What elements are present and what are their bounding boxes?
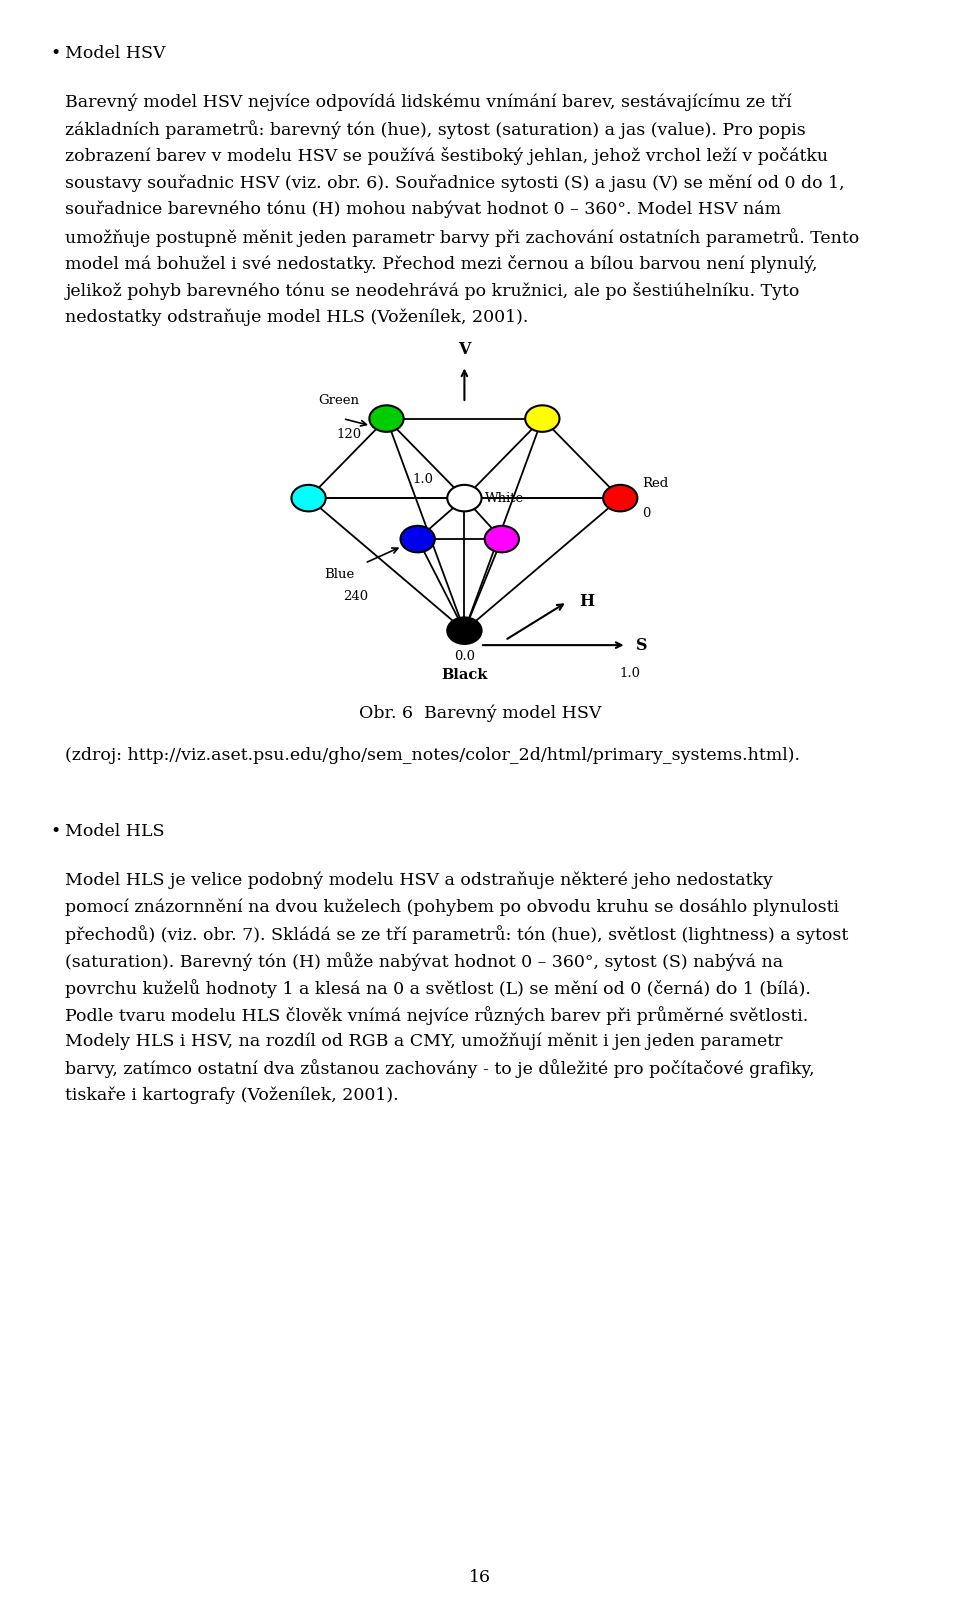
- Text: Podle tvaru modelu HLS člověk vnímá nejvíce různých barev při průměrné světlosti: Podle tvaru modelu HLS člověk vnímá nejv…: [65, 1005, 808, 1024]
- Circle shape: [370, 406, 403, 431]
- Text: Model HLS je velice podobný modelu HSV a odstraňuje některé jeho nedostatky: Model HLS je velice podobný modelu HSV a…: [65, 870, 773, 888]
- Text: tiskaře i kartografy (Voženílek, 2001).: tiskaře i kartografy (Voženílek, 2001).: [65, 1087, 399, 1104]
- Text: nedostatky odstraňuje model HLS (Voženílek, 2001).: nedostatky odstraňuje model HLS (Voženíl…: [65, 309, 529, 325]
- Text: Obr. 6  Barevný model HSV: Obr. 6 Barevný model HSV: [359, 704, 601, 721]
- Text: soustavy souřadnic HSV (viz. obr. 6). Souřadnice sytosti (S) a jasu (V) se mění : soustavy souřadnic HSV (viz. obr. 6). So…: [65, 175, 845, 191]
- Circle shape: [525, 406, 560, 431]
- Text: jelikož pohyb barevného tónu se neodehrává po kružnici, ale po šestiúhelníku. Ty: jelikož pohyb barevného tónu se neodehrá…: [65, 282, 800, 300]
- Text: 0.0: 0.0: [454, 649, 475, 664]
- Text: Barevný model HSV nejvíce odpovídá lidskému vnímání barev, sestávajícímu ze tří: Barevný model HSV nejvíce odpovídá lidsk…: [65, 93, 792, 111]
- Text: Modely HLS i HSV, na rozdíl od RGB a CMY, umožňují měnit i jen jeden parametr: Modely HLS i HSV, na rozdíl od RGB a CMY…: [65, 1032, 782, 1050]
- Text: 16: 16: [469, 1569, 491, 1585]
- Text: 120: 120: [337, 428, 362, 441]
- Text: V: V: [458, 341, 470, 359]
- Text: Green: Green: [318, 393, 359, 407]
- Text: H: H: [580, 593, 595, 611]
- Circle shape: [292, 484, 325, 511]
- Circle shape: [485, 526, 519, 553]
- Text: 1.0: 1.0: [619, 667, 640, 680]
- Text: zobrazení barev v modelu HSV se používá šestiboký jehlan, jehož vrchol leží v po: zobrazení barev v modelu HSV se používá …: [65, 147, 828, 165]
- Text: •: •: [50, 822, 60, 840]
- Text: přechodů) (viz. obr. 7). Skládá se ze tří parametrů: tón (hue), světlost (lightn: přechodů) (viz. obr. 7). Skládá se ze tř…: [65, 925, 849, 944]
- Text: White: White: [485, 492, 524, 505]
- Text: povrchu kuželů hodnoty 1 a klesá na 0 a světlost (L) se mění od 0 (černá) do 1 (: povrchu kuželů hodnoty 1 a klesá na 0 a …: [65, 979, 811, 997]
- Text: 1.0: 1.0: [412, 473, 433, 486]
- Text: •: •: [50, 45, 60, 63]
- Text: Red: Red: [642, 476, 668, 489]
- Text: barvy, zatímco ostatní dva zůstanou zachovány - to je důležité pro počítačové gr: barvy, zatímco ostatní dva zůstanou zach…: [65, 1060, 815, 1079]
- Circle shape: [400, 526, 435, 553]
- Circle shape: [447, 484, 482, 511]
- Text: Black: Black: [442, 668, 488, 681]
- Text: model má bohužel i své nedostatky. Přechod mezi černou a bílou barvou není plynu: model má bohužel i své nedostatky. Přech…: [65, 255, 818, 273]
- Text: 0: 0: [642, 507, 651, 519]
- Text: souřadnice barevného tónu (H) mohou nabývat hodnot 0 – 360°. Model HSV nám: souřadnice barevného tónu (H) mohou nabý…: [65, 200, 781, 218]
- Text: Model HLS: Model HLS: [65, 822, 165, 840]
- Text: 240: 240: [343, 590, 368, 603]
- Text: S: S: [636, 636, 647, 654]
- Circle shape: [603, 484, 637, 511]
- Text: pomocí znázornnění na dvou kuželech (pohybem po obvodu kruhu se dosáhlo plynulos: pomocí znázornnění na dvou kuželech (poh…: [65, 898, 839, 915]
- Text: umožňuje postupně měnit jeden parametr barvy při zachování ostatních parametrů. : umožňuje postupně měnit jeden parametr b…: [65, 228, 859, 247]
- Text: (zdroj: http://viz.aset.psu.edu/gho/sem_notes/color_2d/html/primary_systems.html: (zdroj: http://viz.aset.psu.edu/gho/sem_…: [65, 747, 801, 765]
- Text: základních parametrů: barevný tón (hue), sytost (saturation) a jas (value). Pro : základních parametrů: barevný tón (hue),…: [65, 120, 806, 139]
- Text: Blue: Blue: [324, 567, 354, 580]
- Circle shape: [447, 617, 482, 644]
- Text: Model HSV: Model HSV: [65, 45, 166, 63]
- Text: (saturation). Barevný tón (H) může nabývat hodnot 0 – 360°, sytost (S) nabývá na: (saturation). Barevný tón (H) může nabýv…: [65, 952, 783, 971]
